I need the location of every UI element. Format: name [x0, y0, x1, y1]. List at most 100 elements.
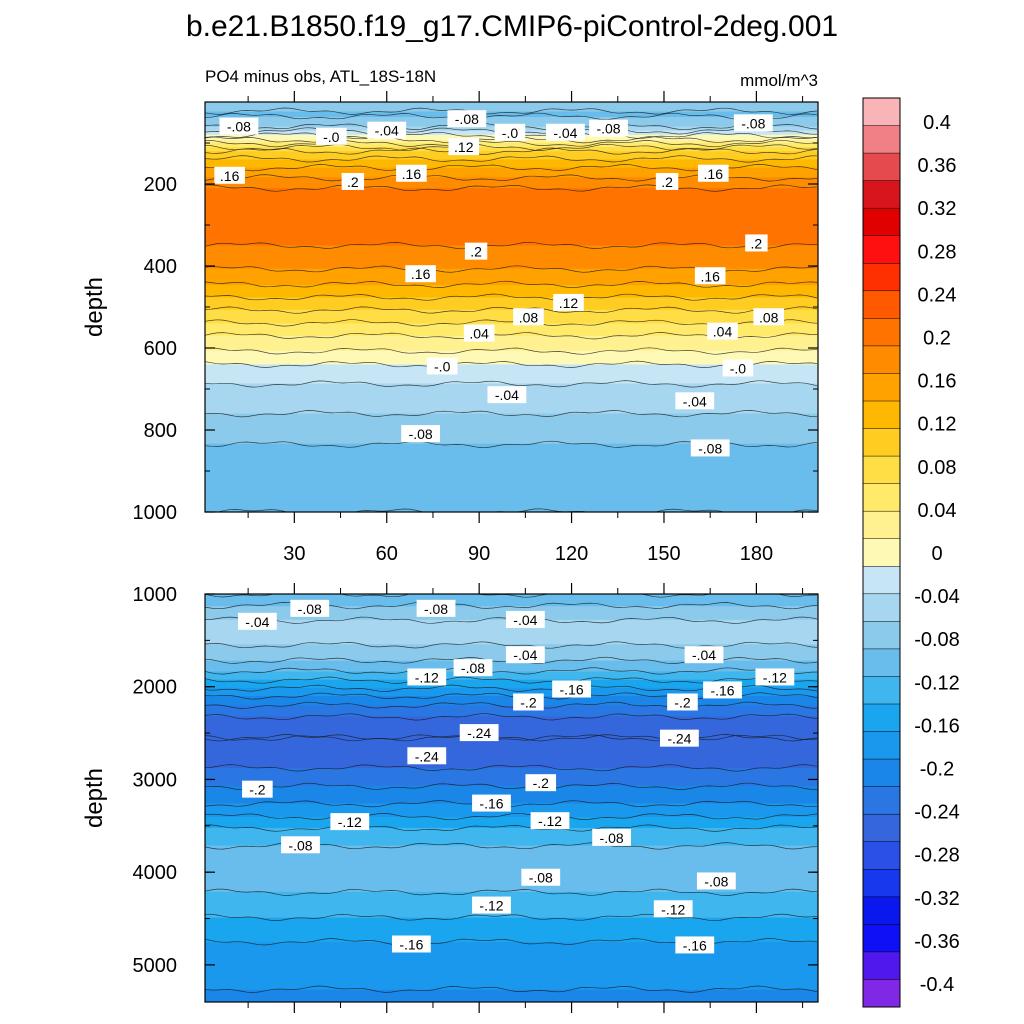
y-tick-label: 1000 [133, 502, 178, 524]
contour-label: -.24 [415, 748, 439, 764]
colorbar-tick-label: 0.16 [918, 371, 957, 393]
contour-line [205, 764, 818, 772]
contour-line [205, 985, 818, 993]
colorbar-swatch [863, 841, 900, 870]
colorbar-swatch [863, 125, 900, 154]
contour-label: .16 [700, 268, 720, 284]
contour-label-box [459, 724, 499, 742]
contour-label-box [552, 680, 591, 698]
contour-label: .08 [759, 309, 779, 325]
contour-label-box [703, 681, 742, 699]
colorbar-swatch [863, 428, 900, 457]
x-tick-label: 150 [647, 543, 680, 565]
contour-label: .12 [559, 295, 579, 311]
colorbar-swatch [863, 704, 900, 732]
contour-label: -.08 [227, 119, 251, 135]
contour-line [205, 812, 818, 821]
colorbar-swatch [863, 731, 900, 760]
contour-label: -.12 [763, 669, 787, 685]
contour-label: -.2 [533, 775, 550, 791]
contour-label: .08 [519, 309, 539, 325]
contour-label: -.0 [323, 129, 340, 145]
contour-label: -.2 [674, 694, 691, 710]
contour-label: -.12 [661, 901, 685, 917]
y-tick-label: 200 [144, 174, 177, 196]
contour-label: .16 [220, 168, 240, 184]
y-tick-label: 400 [144, 256, 177, 278]
colorbar-swatch [863, 290, 900, 319]
colorbar: 0.4 0.36 0.32 0.28 0.24 0.2 0.16 0.12 0.08 0.04 0 -… [862, 97, 960, 1008]
contour-label-box [407, 747, 447, 765]
colorbar-tick-label: -0.08 [914, 629, 960, 651]
contour-label: -.04 [495, 387, 519, 403]
contour-label-box [667, 693, 698, 711]
contour-line [205, 380, 818, 388]
contour-label: -.12 [479, 898, 503, 914]
contour-label: -.08 [529, 870, 553, 886]
colorbar-tick-label: -0.28 [914, 845, 960, 867]
contour-label-box [426, 357, 458, 375]
contour-label: .16 [411, 266, 431, 282]
colorbar-tick-label: -0.32 [914, 888, 960, 910]
contour-line [205, 676, 818, 684]
panel-lower: -.04 -.08 -.08 -.04 -.04 -.04 -.08 -.12 -.12 -.16… [81, 583, 819, 1013]
colorbar-tick-label: 0.2 [923, 328, 951, 350]
contour-label-box [694, 267, 726, 285]
contour-label: .16 [704, 166, 724, 182]
colorbar-swatch [863, 511, 900, 540]
colorbar-swatch [863, 593, 900, 622]
contour-label: -.04 [513, 612, 537, 628]
contour-label-box [242, 780, 273, 798]
contour-label: -.0 [434, 358, 451, 374]
contour-label-box [281, 836, 320, 854]
contour-label: .04 [713, 324, 733, 340]
contour-label-box [447, 110, 487, 128]
contour-line [205, 306, 818, 314]
contour-label-box [505, 610, 545, 628]
contour-line [205, 713, 818, 721]
contour-label-box [405, 265, 436, 283]
contour-label-box [690, 439, 730, 457]
y-tick-label: 1000 [133, 584, 178, 606]
contour-label-box [315, 127, 347, 145]
contour-label: -.2 [249, 782, 266, 798]
colorbar-tick-label: 0 [931, 543, 942, 565]
colorbar-swatch [863, 180, 900, 209]
contour-label: -.04 [513, 647, 537, 663]
contour-label: -.08 [704, 873, 728, 889]
contour-label: .2 [661, 174, 673, 190]
contour-line [205, 360, 818, 368]
contour-label-box [592, 828, 632, 846]
colorbar-swatch [863, 759, 900, 788]
contour-label: -.08 [461, 660, 485, 676]
contour-line [205, 701, 818, 709]
colorbar-swatch [863, 208, 900, 237]
x-tick-label: 60 [376, 543, 398, 565]
colorbar-swatch [863, 456, 900, 485]
contour-line [205, 800, 818, 808]
colorbar-swatch [863, 979, 900, 1008]
colorbar-tick-label: 0.36 [918, 155, 957, 177]
colorbar-tick-label: 0.04 [918, 500, 957, 522]
y-axis-label: depth [81, 768, 108, 828]
contour-line [205, 155, 818, 163]
colorbar-swatch [863, 786, 900, 815]
contour-label-box [341, 172, 365, 190]
contour-label: -.12 [338, 814, 362, 830]
colorbar-swatch [863, 235, 900, 264]
x-tick-label: 90 [468, 543, 490, 565]
contour-label-box [696, 872, 736, 890]
contour-label-box [472, 794, 511, 812]
panel-upper: -.08 -.0 -.04 -.08 -.0 -.04 -.08 -.08 .12 .16 .2 .1… [81, 91, 819, 565]
colorbar-tick-label: 0.32 [918, 198, 957, 220]
contour-label-box [505, 646, 545, 664]
contour-label-box [448, 138, 480, 156]
contour-label: -.16 [710, 682, 734, 698]
plot-panels: -.08 -.0 -.04 -.08 -.0 -.04 -.08 -.08 .12 .16 .2 .1… [81, 91, 819, 1013]
colorbar-swatch [863, 401, 900, 429]
colorbar-tick-label: -0.4 [920, 974, 954, 996]
contour-line [205, 112, 818, 120]
contour-label-box [416, 599, 456, 617]
contour-label-box [659, 729, 699, 747]
contour-label: .2 [470, 244, 482, 260]
